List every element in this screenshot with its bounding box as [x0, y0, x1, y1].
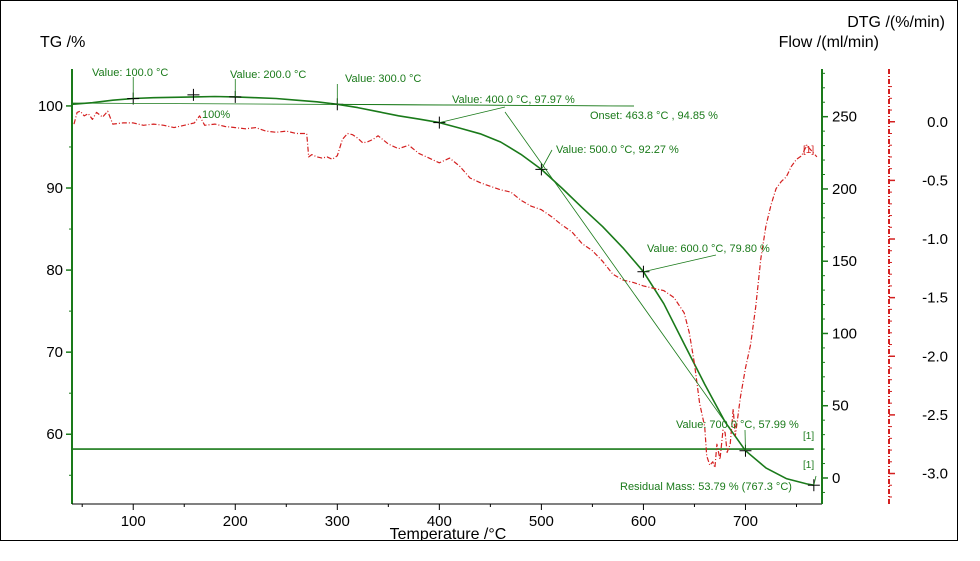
annot-500c: Value: 500.0 °C, 92.27 %	[556, 144, 679, 156]
ticks-layer: 100 200 300 400 500 600 700 60 70 80 90 100 0 50 100 15…	[38, 72, 948, 530]
dtg-curve	[73, 110, 818, 469]
flow-axis-title: Flow /(ml/min)	[779, 34, 879, 51]
dtg-tick-label: 0.0	[927, 114, 948, 131]
annot-400c: Value: 400.0 °C, 97.97 %	[452, 94, 575, 106]
dtg-tick-label: -2.0	[922, 348, 948, 365]
tg-tick-label: 100	[38, 98, 63, 115]
annot-onset: Onset: 463.8 °C , 94.85 %	[590, 110, 718, 122]
dtg-tick-label: -1.5	[922, 290, 948, 307]
annot-100c: Value: 100.0 °C	[92, 67, 168, 79]
flow-tick-label: 200	[832, 181, 857, 198]
dtg-tick-label: -0.5	[922, 172, 948, 189]
flow-tick-label: 150	[832, 253, 857, 270]
x-tick-label: 500	[529, 513, 554, 530]
dtg-axis-title: DTG /(%/min)	[847, 14, 945, 31]
tg-dtg-chart: TG /% DTG /(%/min) Flow /(ml/min) Temper…	[38, 14, 948, 541]
tg-tick-label: 70	[46, 344, 63, 361]
tg-axis-title: TG /%	[40, 34, 85, 51]
onset-tangent-line	[337, 103, 635, 107]
annot-300c: Value: 300.0 °C	[345, 73, 421, 85]
tg-curve	[71, 95, 814, 486]
x-axis-title: Temperature /°C	[390, 526, 507, 541]
annotation-layer: Value: 100.0 °C Value: 200.0 °C Value: 3…	[71, 67, 817, 493]
dtg-curve-tag: [1]	[803, 145, 814, 156]
tg-tick-label: 60	[46, 426, 63, 443]
flow-tick-label: 0	[832, 470, 840, 487]
annotation-leader	[439, 106, 506, 123]
annot-100pct: 100%	[202, 109, 230, 121]
x-tick-label: 200	[223, 513, 248, 530]
annotation-leader	[643, 254, 717, 273]
annot-200c: Value: 200.0 °C	[230, 69, 306, 81]
annotation-leader	[541, 149, 553, 170]
flow-tick-label: 50	[832, 398, 849, 415]
annotation-leader	[813, 475, 817, 486]
annot-700c: Value: 700.0 °C, 57.99 %	[676, 419, 799, 431]
x-tick-label: 100	[121, 513, 146, 530]
flow-tick-label: 100	[832, 325, 857, 342]
dtg-tick-label: -3.0	[922, 466, 948, 483]
x-tick-label: 400	[427, 513, 452, 530]
series-layer	[71, 88, 820, 492]
chart-frame	[0, 0, 958, 541]
annot-residual: Residual Mass: 53.79 % (767.3 °C)	[620, 481, 792, 493]
flow-curve-tag: [1]	[803, 431, 814, 442]
dtg-tick-label: -2.5	[922, 407, 948, 424]
dtg-tick-label: -1.0	[922, 231, 948, 248]
x-tick-label: 600	[631, 513, 656, 530]
onset-tangent-line	[504, 111, 746, 451]
tg-curve-tag: [1]	[803, 460, 814, 471]
x-tick-label: 300	[325, 513, 350, 530]
tg-tick-label: 80	[46, 262, 63, 279]
tg-tick-label: 90	[46, 180, 63, 197]
annot-600c: Value: 600.0 °C, 79.80 %	[647, 243, 770, 255]
x-tick-label: 700	[733, 513, 758, 530]
flow-tick-label: 250	[832, 109, 857, 126]
